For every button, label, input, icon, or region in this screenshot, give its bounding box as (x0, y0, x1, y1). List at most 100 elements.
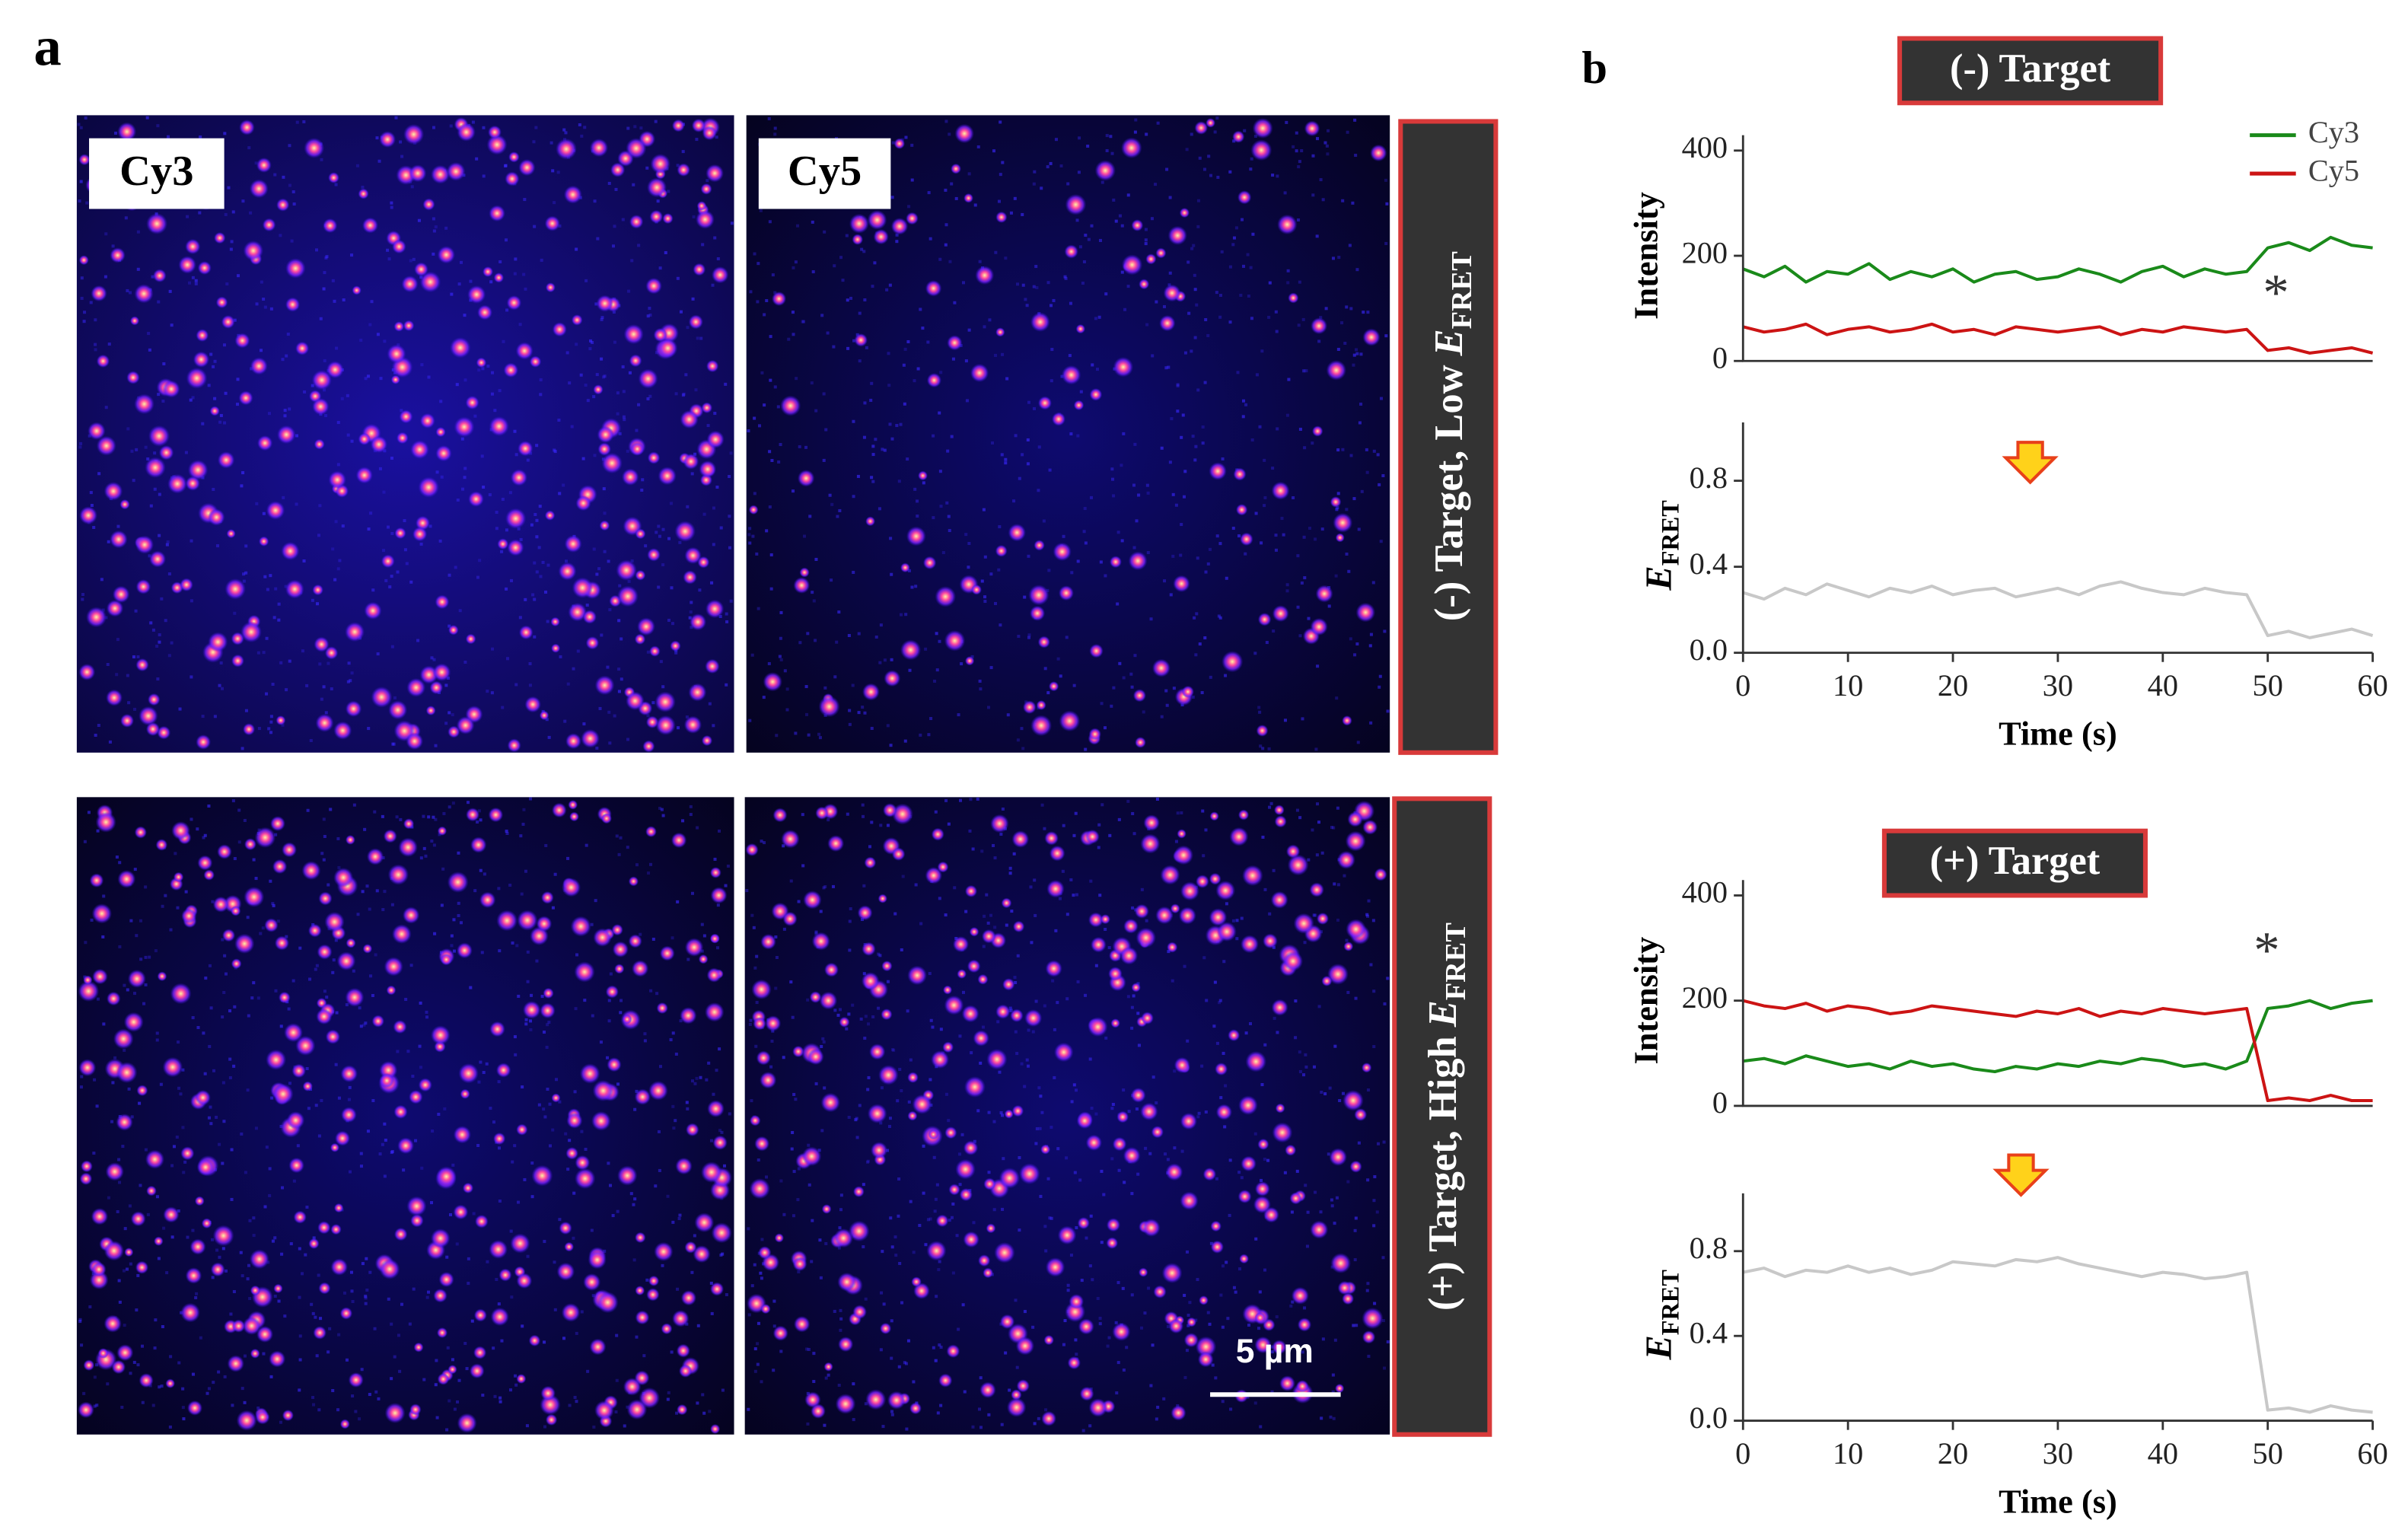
noise (555, 1078, 559, 1082)
noise (749, 1018, 753, 1022)
noise (1009, 1008, 1014, 1012)
noise (1258, 425, 1262, 429)
spot (653, 327, 668, 343)
noise (1372, 989, 1376, 993)
noise (416, 639, 420, 642)
noise (580, 1130, 584, 1133)
spot (658, 467, 677, 486)
noise (775, 734, 779, 738)
noise (79, 441, 83, 445)
noise (1355, 352, 1359, 355)
noise (530, 1161, 534, 1165)
noise (288, 183, 291, 187)
noise (1232, 139, 1236, 143)
spot (1342, 1292, 1355, 1305)
noise (1126, 995, 1130, 999)
noise (270, 1096, 274, 1100)
noise (1355, 1324, 1358, 1327)
spot (505, 171, 520, 186)
noise (207, 1387, 211, 1391)
noise (482, 174, 486, 178)
noise (157, 300, 161, 304)
noise (811, 591, 814, 594)
noise (523, 198, 527, 202)
noise (1263, 504, 1266, 508)
noise (252, 1234, 256, 1238)
spot (304, 138, 325, 158)
noise (391, 742, 395, 746)
spot (645, 277, 662, 295)
noise (1208, 1322, 1212, 1326)
spot (922, 556, 937, 570)
spot (469, 1363, 485, 1379)
spot (986, 1223, 996, 1234)
spot (648, 1081, 668, 1101)
noise (89, 491, 93, 495)
noise (1018, 476, 1021, 480)
noise (1038, 1126, 1042, 1130)
noise (824, 1376, 828, 1380)
spot (884, 670, 901, 687)
spot (278, 991, 291, 1004)
noise (983, 325, 986, 329)
noise (674, 1052, 678, 1056)
spot (1113, 356, 1134, 378)
noise (812, 1352, 816, 1356)
noise (1365, 914, 1370, 918)
noise (1105, 134, 1109, 138)
noise (707, 1061, 711, 1065)
spot (562, 878, 581, 897)
spot (215, 296, 228, 309)
noise (448, 711, 451, 715)
spot (995, 1004, 1011, 1019)
noise (1117, 1168, 1121, 1172)
noise (1365, 1289, 1369, 1292)
noise (890, 1048, 894, 1052)
noise (1031, 1030, 1035, 1034)
noise (1345, 938, 1349, 942)
noise (136, 1273, 140, 1277)
noise (822, 886, 826, 890)
noise (1110, 1157, 1114, 1161)
noise (699, 336, 703, 340)
noise (1110, 704, 1113, 708)
noise (1179, 553, 1183, 557)
noise (134, 609, 138, 613)
noise (863, 298, 867, 302)
noise (608, 608, 612, 612)
spot (1252, 117, 1273, 139)
spot (311, 370, 333, 390)
noise (801, 320, 804, 323)
noise (1088, 1264, 1092, 1268)
spot (336, 951, 356, 971)
spot (710, 1423, 721, 1435)
spot (1043, 1334, 1054, 1346)
noise (1084, 993, 1088, 997)
noise (950, 435, 954, 438)
noise (1056, 657, 1060, 661)
spot (1153, 1285, 1167, 1298)
spot (1333, 512, 1353, 533)
noise (756, 1362, 760, 1366)
spot (1316, 912, 1330, 926)
spot (1180, 1113, 1198, 1130)
spot (852, 1305, 868, 1320)
axes (1741, 422, 2373, 655)
noise (107, 1196, 110, 1200)
noise (323, 989, 326, 993)
spot (352, 285, 362, 295)
spot (1347, 811, 1363, 827)
spot (918, 470, 928, 481)
noise (196, 1026, 200, 1030)
x-axis-label: Time (s) (1999, 1483, 2117, 1521)
spot (1067, 1356, 1081, 1370)
noise (153, 451, 157, 455)
noise (926, 340, 930, 344)
spot (266, 1049, 287, 1070)
noise (846, 298, 849, 302)
noise (548, 1102, 552, 1106)
spot (208, 632, 228, 652)
noise (191, 1228, 195, 1232)
noise (352, 803, 356, 807)
noise (375, 136, 379, 140)
